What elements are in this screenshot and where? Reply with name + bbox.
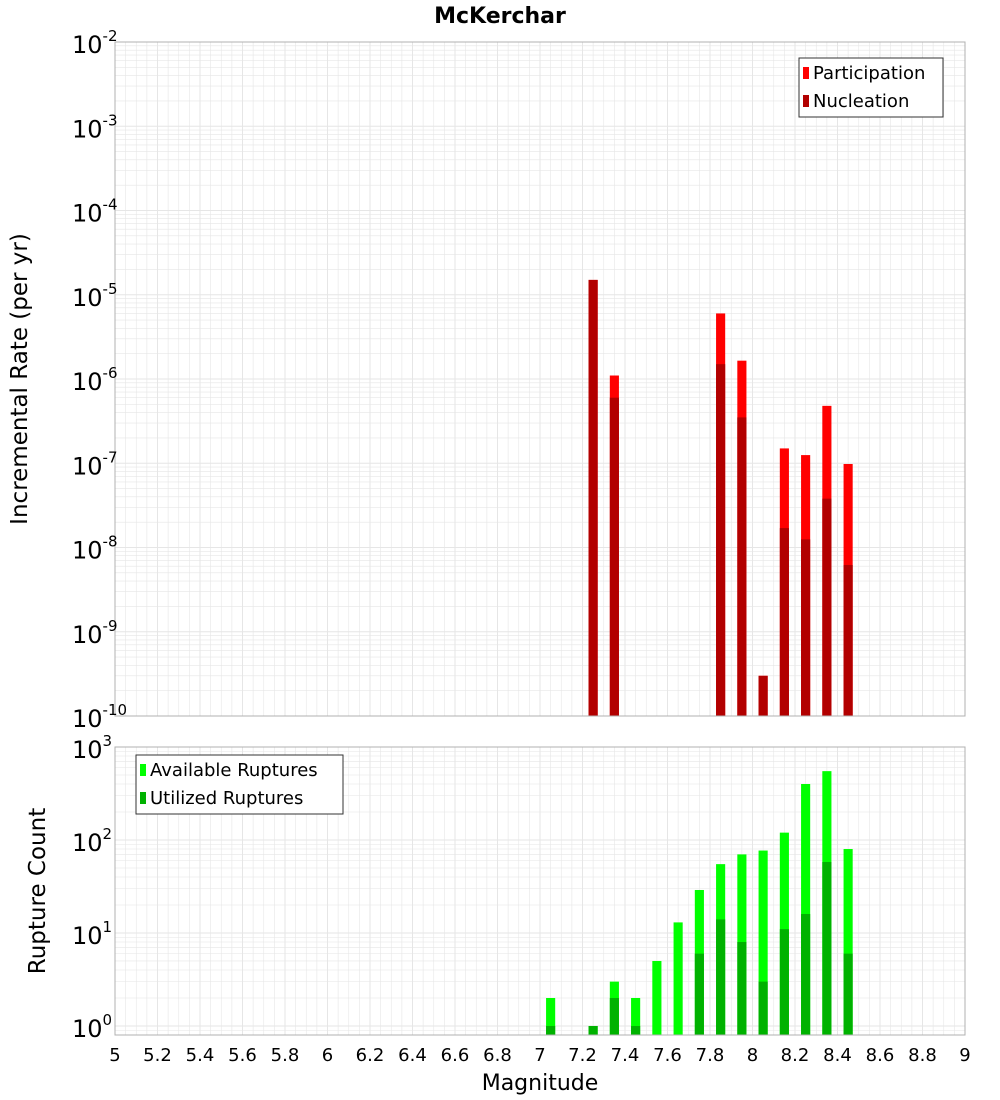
x-tick-label: 5	[109, 1045, 120, 1066]
x-axis-label: Magnitude	[482, 1071, 599, 1096]
x-tick-label: 7	[534, 1045, 545, 1066]
legend-box	[135, 754, 344, 815]
bar-available	[631, 997, 641, 1035]
x-tick-label: 8.6	[866, 1045, 895, 1066]
chart-title: McKerchar	[434, 4, 566, 29]
legend-box	[798, 57, 944, 118]
x-tick-label: 7.4	[611, 1045, 640, 1066]
legend-swatch	[140, 792, 146, 804]
bar-available	[843, 849, 853, 1035]
series-utilized-ruptures	[546, 861, 853, 1035]
bar-utilized	[546, 1025, 556, 1035]
bar-nucleation	[609, 397, 619, 716]
x-tick-label: 6.6	[441, 1045, 470, 1066]
y-tick-label: 10-2	[72, 27, 118, 59]
y-tick-label: 100	[72, 1011, 112, 1043]
y-axis-label: Incremental Rate (per yr)	[7, 233, 33, 525]
legend-swatch	[803, 67, 809, 79]
legend: Participation Nucleation	[798, 57, 944, 118]
x-tick-label: 8.8	[908, 1045, 937, 1066]
bar-nucleation	[822, 498, 832, 716]
x-tick-label: 5.4	[186, 1045, 215, 1066]
bar-nucleation	[801, 539, 811, 716]
x-tick-label: 8	[747, 1045, 758, 1066]
incremental-rate-plot: 10-10 10-9 10-8 10-7 10-6 10-5 10-4 10-3 10-2 Inc…	[7, 4, 966, 733]
bar-available	[673, 922, 683, 1035]
x-tick-label: 8.4	[823, 1045, 852, 1066]
x-tick-label: 9	[959, 1045, 970, 1066]
y-axis-label: Rupture Count	[25, 808, 51, 974]
bar-utilized	[716, 919, 726, 1035]
legend: Available Ruptures Utilized Ruptures	[135, 754, 344, 815]
bar-utilized	[843, 953, 853, 1035]
plot-frame	[114, 41, 966, 717]
x-tick-label: 6.8	[483, 1045, 512, 1066]
bar-available	[801, 784, 811, 1035]
bar-nucleation	[843, 564, 853, 716]
bar-available	[546, 997, 556, 1035]
x-tick-label: 5.6	[228, 1045, 257, 1066]
y-tick-label: 10-9	[72, 617, 118, 649]
bar-utilized	[779, 929, 789, 1035]
x-tick-label: 5.2	[143, 1045, 172, 1066]
y-tick-label: 10-7	[72, 448, 118, 480]
bar-utilized	[588, 1025, 598, 1035]
bar-nucleation	[737, 417, 747, 716]
legend-swatch	[803, 95, 809, 107]
x-tick-label: 7.8	[696, 1045, 725, 1066]
x-tick-label: 8.2	[781, 1045, 810, 1066]
plot-frame	[114, 746, 966, 1036]
bar-nucleation	[758, 675, 768, 716]
x-tick-label: 5.8	[271, 1045, 300, 1066]
legend-label: Utilized Ruptures	[150, 788, 303, 809]
legend-label: Participation	[813, 63, 925, 84]
legend-label: Nucleation	[813, 91, 909, 112]
y-tick-label: 103	[72, 732, 112, 764]
legend-swatch	[140, 764, 146, 776]
bar-utilized	[609, 997, 619, 1035]
bar-available	[652, 960, 662, 1035]
y-tick-label: 102	[72, 825, 112, 857]
rupture-count-plot: 100 101 102 103 Rupture Count Available Ruptu…	[25, 732, 971, 1096]
legend-label: Available Ruptures	[150, 760, 318, 781]
y-tick-label: 10-4	[72, 196, 118, 228]
bar-nucleation	[716, 364, 726, 716]
series-nucleation	[588, 279, 853, 716]
bar-utilized	[801, 914, 811, 1035]
x-tick-label: 7.6	[653, 1045, 682, 1066]
bar-utilized	[758, 981, 768, 1035]
x-tick-label: 7.2	[568, 1045, 597, 1066]
grid-lines	[114, 42, 966, 717]
y-tick-label: 101	[72, 918, 112, 950]
y-tick-label: 10-6	[72, 364, 118, 396]
bar-nucleation	[588, 279, 598, 716]
bar-available	[758, 850, 768, 1035]
bar-utilized	[631, 1025, 641, 1035]
x-tick-label: 6.4	[398, 1045, 427, 1066]
y-tick-label: 10-10	[72, 701, 127, 733]
x-tick-label: 6	[322, 1045, 333, 1066]
y-tick-label: 10-5	[72, 280, 118, 312]
bar-utilized	[822, 861, 832, 1035]
bar-utilized	[737, 942, 747, 1035]
bar-nucleation	[779, 528, 789, 716]
bar-utilized	[694, 953, 704, 1035]
y-tick-label: 10-3	[72, 111, 118, 143]
x-tick-label: 6.2	[356, 1045, 385, 1066]
y-tick-label: 10-8	[72, 533, 118, 565]
